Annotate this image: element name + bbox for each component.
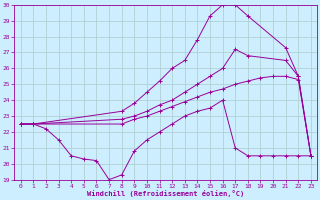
X-axis label: Windchill (Refroidissement éolien,°C): Windchill (Refroidissement éolien,°C) <box>87 190 244 197</box>
